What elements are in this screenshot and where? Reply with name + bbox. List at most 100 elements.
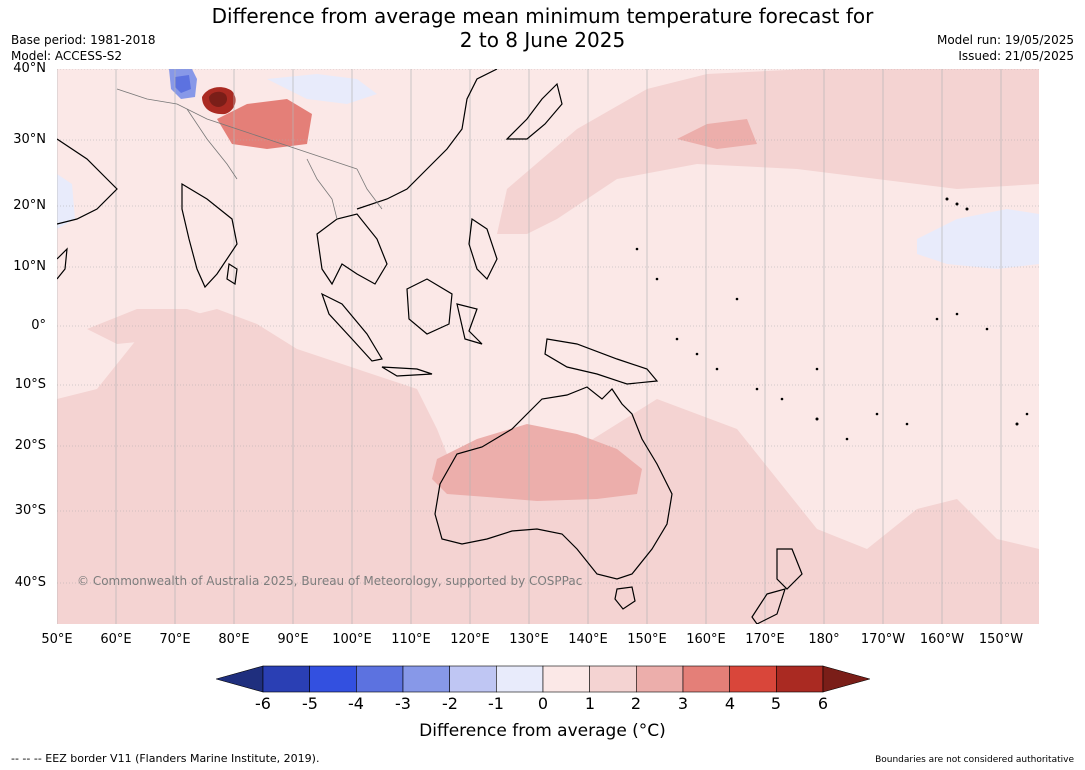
colorbar-cell (542, 665, 590, 693)
colorbar-tick: 5 (770, 694, 782, 713)
lon-label-50e: 50°E (41, 632, 73, 647)
java-coastline (381, 366, 433, 377)
colorbar-cell (449, 665, 497, 693)
colorbar-tick: -1 (488, 694, 504, 713)
meta-left: Base period: 1981-2018 Model: ACCESS-S2 (11, 32, 156, 64)
philippines-coastline (468, 217, 498, 281)
coastlines (57, 69, 803, 624)
lon-label-100e: 100°E (332, 632, 372, 647)
colorbar-tick: -3 (395, 694, 411, 713)
chart-title: Difference from average mean minimum tem… (0, 4, 1085, 52)
lon-label-60e: 60°E (100, 632, 132, 647)
lon-label-90e: 90°E (277, 632, 309, 647)
tasmania-coastline (614, 586, 636, 610)
somalia-coastline (57, 247, 68, 280)
title-line-1: Difference from average mean minimum tem… (211, 4, 874, 28)
lon-label-160e: 160°E (686, 632, 726, 647)
colorbar-tick: 4 (724, 694, 736, 713)
lon-label-110e: 110°E (391, 632, 431, 647)
title-line-2: 2 to 8 June 2025 (459, 28, 626, 52)
sri-lanka-coastline (226, 262, 238, 286)
lat-label-20n: 20°N (13, 198, 46, 213)
new-guinea-coastline (544, 338, 659, 385)
colorbar-cells (262, 665, 824, 693)
colorbar-cell (776, 665, 824, 693)
colorbar-cell (262, 665, 310, 693)
colorbar-tick: 0 (537, 694, 549, 713)
lon-label-180: 180° (808, 632, 840, 647)
colorbar-tick: 6 (817, 694, 829, 713)
arabia-coastline (57, 138, 118, 225)
indochina-coastline (316, 213, 388, 286)
indian-ocean-band-warm (87, 309, 217, 344)
colorbar-cell (682, 665, 730, 693)
colorbar-cell (729, 665, 777, 693)
issued-date: Issued: 21/05/2025 (958, 49, 1074, 63)
lat-label-10s: 10°S (14, 377, 46, 392)
lon-label-170e: 170°E (745, 632, 785, 647)
japan-coastline (505, 82, 563, 140)
north-pacific-warm-region (497, 69, 1039, 234)
arabia-cool-region (57, 174, 75, 229)
borneo-coastline (406, 278, 453, 335)
colorbar-cell (496, 665, 544, 693)
india-coastline (181, 182, 238, 289)
colorbar-tick: 1 (584, 694, 596, 713)
lon-label-80e: 80°E (218, 632, 250, 647)
sulawesi-coastline (456, 303, 483, 345)
lon-label-150e: 150°E (627, 632, 667, 647)
colorbar-label: Difference from average (°C) (419, 721, 666, 741)
lat-label-20s: 20°S (14, 438, 46, 453)
afghanistan-cold-core (175, 75, 191, 93)
himalaya-hotspot-core (209, 91, 228, 107)
meridians (57, 69, 1002, 624)
lat-label-40n: 40°N (13, 61, 46, 76)
colorbar-tick: 2 (630, 694, 642, 713)
model-name: Model: ACCESS-S2 (11, 49, 123, 63)
lon-label-150w: 150°W (978, 632, 1024, 647)
colorbar-tick: -6 (255, 694, 271, 713)
australia-coastline (434, 386, 673, 580)
lat-label-30s: 30°S (14, 503, 46, 518)
pacific-islands (635, 197, 1029, 441)
colorbar-cell (589, 665, 637, 693)
lon-label-140e: 140°E (568, 632, 608, 647)
new-zealand-south (751, 588, 786, 624)
colorbar-tick: -2 (442, 694, 458, 713)
lon-label-170w: 170°W (860, 632, 906, 647)
china-coastline (356, 69, 498, 210)
colorbar-tick: 3 (677, 694, 689, 713)
country-borders (116, 88, 383, 220)
lat-label-40s: 40°S (14, 575, 46, 590)
colorbar-cell (309, 665, 357, 693)
lat-label-30n: 30°N (13, 132, 46, 147)
lon-label-160w: 160°W (919, 632, 965, 647)
anomaly-map (57, 69, 1039, 624)
colorbar-low-arrow (216, 665, 264, 693)
tibet-warm-region (217, 99, 312, 149)
colorbar-high-arrow (822, 665, 870, 693)
colorbar-cell (402, 665, 450, 693)
sumatra-coastline (320, 292, 383, 362)
lon-label-120e: 120°E (450, 632, 490, 647)
north-pacific-cool-region (917, 209, 1039, 269)
base-period: Base period: 1981-2018 (11, 33, 156, 47)
lon-label-130e: 130°E (509, 632, 549, 647)
meta-right: Model run: 19/05/2025 Issued: 21/05/2025 (937, 32, 1074, 64)
central-australia-warm-region (432, 424, 642, 501)
central-asia-cool-region (267, 74, 377, 104)
colorbar-tick: -4 (348, 694, 364, 713)
colorbar-cell (636, 665, 684, 693)
model-run: Model run: 19/05/2025 (936, 33, 1074, 47)
eez-legend: -- -- -- EEZ border V11 (Flanders Marine… (11, 752, 320, 765)
lat-label-10n: 10°N (13, 259, 46, 274)
boundaries-note: Boundaries are not considered authoritat… (875, 755, 1074, 765)
lat-label-0: 0° (31, 318, 46, 333)
new-zealand-north (776, 548, 803, 590)
copyright-notice: © Commonwealth of Australia 2025, Bureau… (77, 574, 583, 588)
colorbar (216, 665, 870, 693)
colorbar-tick: -5 (302, 694, 318, 713)
colorbar-cell (356, 665, 404, 693)
lon-label-70e: 70°E (159, 632, 191, 647)
north-pacific-pink-streak (677, 119, 757, 149)
